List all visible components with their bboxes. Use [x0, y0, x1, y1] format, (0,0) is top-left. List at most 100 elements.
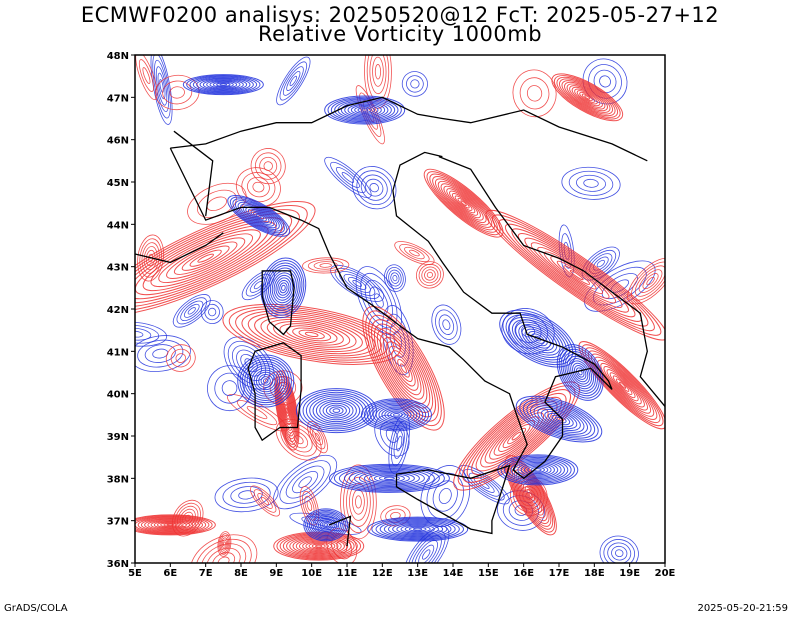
- vorticity-contour: [423, 168, 504, 238]
- vorticity-contour: [305, 509, 347, 541]
- vorticity-contour: [358, 470, 420, 486]
- vorticity-contour: [289, 75, 298, 87]
- vorticity-contour: [338, 466, 440, 491]
- vorticity-contour: [372, 56, 384, 87]
- vorticity-contour: [352, 489, 365, 515]
- vorticity-contour: [172, 294, 211, 328]
- vorticity-contour: [383, 520, 452, 538]
- vorticity-contour: [313, 261, 338, 270]
- vorticity-contour: [282, 66, 304, 96]
- vorticity-contour: [147, 519, 194, 531]
- vorticity-contour: [328, 463, 450, 493]
- vorticity-contour: [327, 96, 402, 124]
- vorticity-contour: [500, 455, 575, 485]
- vorticity-contour: [408, 526, 427, 532]
- vorticity-contour: [135, 55, 158, 100]
- vorticity-contour: [207, 365, 253, 412]
- vorticity-contour: [175, 353, 187, 363]
- vorticity-contour: [518, 323, 558, 354]
- vorticity-contour: [463, 468, 505, 501]
- vorticity-contour: [360, 272, 398, 329]
- vorticity-contour: [504, 223, 649, 327]
- lat-label: 41N: [107, 347, 129, 358]
- lat-label: 36N: [107, 559, 129, 570]
- vorticity-contour: [489, 412, 545, 460]
- vorticity-contour: [135, 200, 316, 316]
- vorticity-contour: [138, 59, 154, 92]
- vorticity-contour: [528, 491, 534, 499]
- vorticity-contour: [253, 211, 265, 220]
- vorticity-contour: [292, 470, 319, 494]
- vorticity-contour: [135, 335, 191, 372]
- vorticity-contour: [600, 362, 645, 408]
- vorticity-contour: [515, 321, 561, 356]
- vorticity-contour: [457, 197, 470, 209]
- vorticity-contour: [244, 360, 288, 401]
- vorticity-contour: [611, 545, 628, 561]
- vorticity-contour: [264, 262, 303, 314]
- vorticity-contour: [584, 347, 661, 424]
- coastlines-and-borders: [135, 96, 665, 547]
- vorticity-contour: [343, 467, 435, 490]
- vorticity-contour: [373, 474, 405, 483]
- vorticity-contour: [382, 336, 425, 400]
- vorticity-contour: [584, 95, 591, 100]
- vorticity-contour: [217, 556, 230, 563]
- vorticity-contour: [273, 321, 351, 348]
- vorticity-contour: [221, 380, 238, 397]
- vorticity-contour: [454, 195, 473, 211]
- vorticity-contour: [372, 403, 421, 427]
- vorticity-contour: [530, 403, 588, 435]
- software-credit: GrADS/COLA: [4, 603, 68, 614]
- sicily-coastline: [395, 464, 511, 535]
- vorticity-contour: [435, 309, 458, 340]
- vorticity-contour: [190, 534, 258, 563]
- vorticity-contour: [223, 336, 275, 390]
- vorticity-contour: [330, 161, 366, 194]
- lat-label: 42N: [107, 305, 129, 316]
- vorticity-contour: [561, 166, 621, 200]
- vorticity-contour: [556, 260, 597, 290]
- vorticity-contour: [135, 213, 293, 304]
- vorticity-contour: [324, 156, 372, 199]
- vorticity-contour: [273, 454, 338, 510]
- vorticity-contour: [533, 405, 585, 433]
- vorticity-contour: [400, 524, 435, 534]
- vorticity-contour: [237, 201, 280, 230]
- vorticity-contour: [217, 531, 232, 557]
- vorticity-contour: [437, 180, 490, 226]
- vorticity-contour: [276, 56, 311, 106]
- vorticity-contour: [404, 525, 431, 533]
- lat-label: 43N: [107, 263, 129, 274]
- vorticity-contour: [615, 378, 630, 392]
- vorticity-contour: [155, 66, 168, 106]
- lat-label: 45N: [107, 178, 129, 189]
- vorticity-contour: [526, 489, 535, 502]
- vorticity-contour: [367, 516, 469, 542]
- vorticity-contour: [332, 408, 341, 413]
- vorticity-contour: [363, 472, 415, 485]
- vorticity-contour: [228, 306, 395, 363]
- vorticity-contour: [216, 82, 231, 87]
- tunisia-coastline: [329, 515, 352, 547]
- vorticity-contour: [579, 91, 596, 103]
- vorticity-contour: [279, 61, 308, 101]
- vorticity-contour: [521, 326, 555, 351]
- vorticity-contour: [524, 237, 629, 313]
- vorticity-contour: [558, 78, 616, 117]
- vorticity-contour: [413, 527, 423, 531]
- france-coastline: [135, 232, 224, 264]
- vorticity-contour: [305, 541, 333, 551]
- vorticity-contour: [599, 535, 639, 563]
- map-subtitle: Relative Vorticity 1000mb: [257, 22, 543, 46]
- vorticity-contour: [284, 404, 290, 417]
- vorticity-contour: [462, 389, 572, 483]
- vorticity-contour: [347, 103, 382, 117]
- vorticity-contour: [638, 269, 663, 293]
- vorticity-contour: [262, 260, 305, 316]
- vorticity-contour: [355, 495, 362, 509]
- vorticity-contour: [263, 161, 273, 171]
- vorticity-contour: [245, 206, 273, 225]
- vorticity-contour: [209, 80, 238, 89]
